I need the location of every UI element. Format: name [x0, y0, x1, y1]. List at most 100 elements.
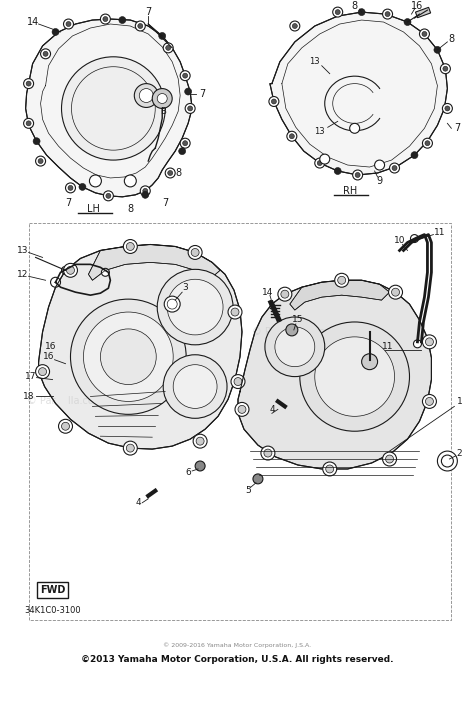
Circle shape [265, 317, 325, 377]
Circle shape [119, 16, 126, 23]
Circle shape [138, 23, 143, 28]
Text: 8: 8 [352, 1, 358, 11]
Circle shape [33, 137, 40, 145]
Circle shape [350, 123, 360, 133]
Text: 7: 7 [65, 198, 72, 208]
Text: 11: 11 [382, 342, 393, 351]
Circle shape [411, 152, 418, 159]
Circle shape [355, 172, 360, 177]
Text: 3: 3 [182, 283, 188, 292]
Circle shape [26, 121, 31, 126]
Circle shape [165, 168, 175, 178]
Circle shape [135, 21, 145, 31]
Circle shape [166, 46, 171, 51]
Circle shape [182, 141, 188, 146]
Circle shape [286, 324, 298, 336]
Text: ©2013 Yamaha Motor Corporation, U.S.A. All rights reserved.: ©2013 Yamaha Motor Corporation, U.S.A. A… [81, 655, 393, 664]
Circle shape [66, 266, 74, 274]
Circle shape [62, 57, 165, 160]
Circle shape [142, 192, 149, 199]
Polygon shape [26, 19, 192, 197]
Circle shape [195, 461, 205, 471]
Circle shape [278, 287, 292, 301]
Circle shape [188, 106, 192, 111]
Circle shape [66, 21, 71, 26]
Circle shape [337, 276, 346, 284]
Text: 17: 17 [25, 372, 36, 381]
Circle shape [24, 118, 34, 128]
Circle shape [326, 465, 334, 473]
Circle shape [38, 367, 46, 376]
Circle shape [123, 239, 137, 253]
Bar [416, 7, 431, 18]
Circle shape [163, 355, 227, 419]
Text: RH: RH [343, 186, 357, 196]
Circle shape [390, 163, 400, 173]
Circle shape [264, 449, 272, 457]
Circle shape [64, 19, 73, 29]
Text: 10: 10 [394, 236, 405, 245]
Text: © Par    lla.com: © Par lla.com [252, 327, 328, 337]
Circle shape [292, 23, 297, 28]
Circle shape [157, 93, 167, 103]
Polygon shape [38, 244, 242, 449]
Circle shape [36, 156, 46, 166]
Circle shape [100, 14, 110, 24]
Circle shape [106, 194, 111, 199]
Circle shape [193, 434, 207, 448]
Circle shape [253, 474, 263, 484]
Circle shape [422, 394, 437, 409]
Circle shape [290, 21, 300, 31]
Circle shape [36, 365, 50, 379]
Circle shape [231, 308, 239, 316]
Circle shape [392, 288, 400, 296]
Text: 7: 7 [454, 123, 460, 133]
Circle shape [358, 9, 365, 16]
Circle shape [139, 88, 153, 103]
Circle shape [300, 322, 410, 431]
Circle shape [51, 277, 61, 287]
Text: © 2009-2016 Yamaha Motor Corporation, J.S.A.: © 2009-2016 Yamaha Motor Corporation, J.… [163, 642, 311, 648]
Text: 5: 5 [245, 486, 251, 496]
Text: 8: 8 [127, 204, 133, 214]
Text: 7: 7 [199, 88, 205, 98]
Circle shape [134, 83, 158, 108]
Text: 34K1C0-3100: 34K1C0-3100 [24, 605, 81, 614]
Circle shape [163, 43, 173, 53]
Circle shape [315, 337, 394, 417]
Circle shape [179, 147, 186, 155]
Circle shape [196, 437, 204, 445]
Polygon shape [238, 281, 431, 469]
Circle shape [438, 451, 457, 471]
Circle shape [83, 312, 173, 402]
Text: 15: 15 [292, 315, 303, 325]
Circle shape [182, 73, 188, 78]
Text: 2: 2 [456, 449, 462, 458]
Circle shape [167, 279, 223, 335]
Text: 7: 7 [145, 7, 151, 17]
Text: 4: 4 [136, 498, 141, 507]
Circle shape [261, 446, 275, 460]
Circle shape [289, 134, 294, 139]
Circle shape [152, 88, 172, 108]
Circle shape [157, 269, 233, 345]
Circle shape [164, 296, 180, 312]
Circle shape [323, 462, 337, 476]
Circle shape [317, 161, 322, 166]
Circle shape [235, 402, 249, 417]
Text: 1: 1 [456, 397, 462, 406]
Circle shape [335, 10, 340, 14]
Circle shape [58, 419, 73, 433]
Circle shape [275, 327, 315, 367]
Circle shape [426, 338, 433, 346]
Circle shape [90, 175, 101, 187]
Circle shape [383, 452, 397, 466]
Circle shape [101, 268, 109, 276]
Text: © Par    lla.com: © Par lla.com [27, 397, 104, 407]
Circle shape [231, 375, 245, 389]
Text: 13: 13 [310, 57, 320, 66]
Circle shape [127, 243, 134, 251]
Circle shape [41, 49, 51, 59]
Circle shape [422, 335, 437, 349]
Circle shape [167, 299, 177, 309]
